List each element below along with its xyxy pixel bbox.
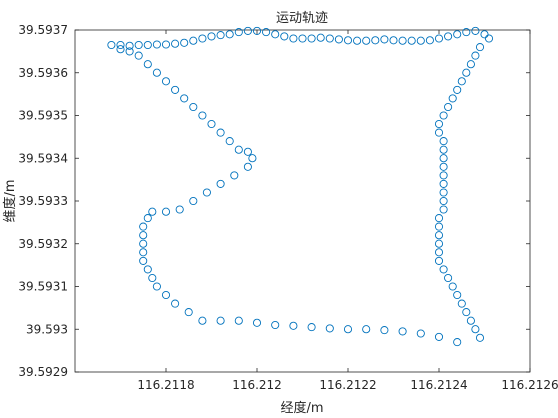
x-tick-label: 116.212: [232, 378, 282, 392]
x-tick-label: 116.2126: [501, 378, 558, 392]
y-tick-label: 39.5931: [18, 280, 68, 294]
x-axis-label: 经度/m: [280, 400, 323, 416]
chart-title: 运动轨迹: [276, 11, 328, 26]
y-axis-label: 维度/m: [2, 179, 18, 222]
x-tick-label: 116.2122: [319, 378, 376, 392]
y-tick-label: 39.593: [26, 322, 68, 336]
y-tick-label: 39.5929: [18, 365, 68, 379]
y-tick-label: 39.5935: [18, 109, 68, 123]
y-tick-label: 39.5937: [18, 23, 68, 37]
x-tick-label: 116.2124: [410, 378, 467, 392]
y-tick-label: 39.5932: [18, 237, 68, 251]
y-tick-label: 39.5936: [18, 66, 68, 80]
y-tick-label: 39.5933: [18, 194, 68, 208]
x-tick-label: 116.2118: [137, 378, 194, 392]
y-tick-label: 39.5934: [18, 151, 68, 165]
